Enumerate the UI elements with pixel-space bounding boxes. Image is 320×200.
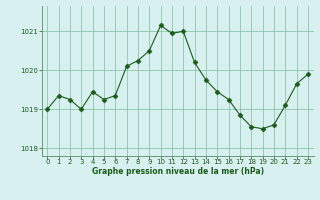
X-axis label: Graphe pression niveau de la mer (hPa): Graphe pression niveau de la mer (hPa)	[92, 167, 264, 176]
